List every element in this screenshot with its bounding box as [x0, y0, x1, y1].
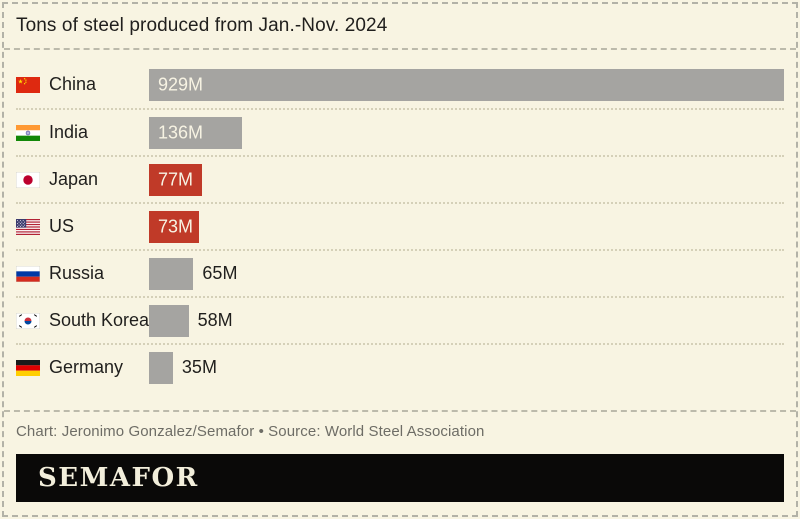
flag-south-korea-icon [16, 312, 40, 329]
country-cell: India [16, 122, 149, 143]
value-label: 136M [158, 122, 204, 142]
country-label: Russia [49, 263, 105, 283]
country-label: India [49, 122, 89, 142]
chart-row-south-korea: South Korea 58M [16, 296, 784, 343]
flag-india-icon [16, 124, 40, 141]
chart-title: Tons of steel produced from Jan.-Nov. 20… [16, 15, 388, 36]
title-bar: Tons of steel produced from Jan.-Nov. 20… [4, 4, 796, 50]
country-label: China [49, 74, 97, 94]
value-label: 77M [158, 169, 194, 189]
chart-row-india: India 136M [16, 108, 784, 155]
flag-russia-icon [16, 265, 40, 282]
bar-japan [149, 163, 202, 196]
value-label: 58M [197, 310, 233, 330]
value-label: 73M [158, 216, 194, 236]
bar-germany [149, 351, 173, 384]
flag-germany-icon [16, 359, 40, 376]
chart-row-japan: Japan 77M [16, 155, 784, 202]
chart-row-us: US 73M [16, 202, 784, 249]
country-cell: Russia [16, 263, 149, 284]
chart-credit: Chart: Jeronimo Gonzalez/Semafor • Sourc… [16, 423, 485, 440]
bar-track: 77M [149, 163, 784, 196]
bar-china [149, 68, 784, 101]
country-label: Japan [49, 169, 99, 189]
bar-track: 136M [149, 116, 784, 149]
bar-track: 929M [149, 68, 784, 101]
bar-track: 35M [149, 351, 784, 384]
value-label: 35M [181, 357, 217, 377]
semafor-logo-bar: SEMAFOR [16, 454, 784, 502]
country-cell: Japan [16, 169, 149, 190]
bar-track: 65M [149, 257, 784, 290]
country-label: South Korea [49, 310, 150, 330]
bar-us [149, 210, 199, 243]
country-label: Germany [49, 357, 124, 377]
chart-row-germany: Germany 35M [16, 343, 784, 390]
country-cell: South Korea [16, 310, 149, 331]
bar-russia [149, 257, 194, 290]
value-label: 929M [158, 74, 204, 94]
country-label: US [49, 216, 75, 236]
flag-china-icon [16, 76, 40, 93]
country-cell: Germany [16, 357, 149, 378]
flag-us-icon [16, 218, 40, 235]
bar-track: 58M [149, 304, 784, 337]
credit-bar: Chart: Jeronimo Gonzalez/Semafor • Sourc… [4, 410, 796, 454]
country-cell: China [16, 74, 149, 95]
semafor-logo: SEMAFOR [38, 463, 199, 493]
bar-chart: China 929M India 136M [4, 50, 796, 410]
flag-japan-icon [16, 171, 40, 188]
value-label: 65M [202, 263, 238, 283]
bar-india [149, 116, 242, 149]
chart-row-china: China 929M [16, 61, 784, 108]
bar-south-korea [149, 304, 189, 337]
country-cell: US [16, 216, 149, 237]
chart-row-russia: Russia 65M [16, 249, 784, 296]
bar-track: 73M [149, 210, 784, 243]
